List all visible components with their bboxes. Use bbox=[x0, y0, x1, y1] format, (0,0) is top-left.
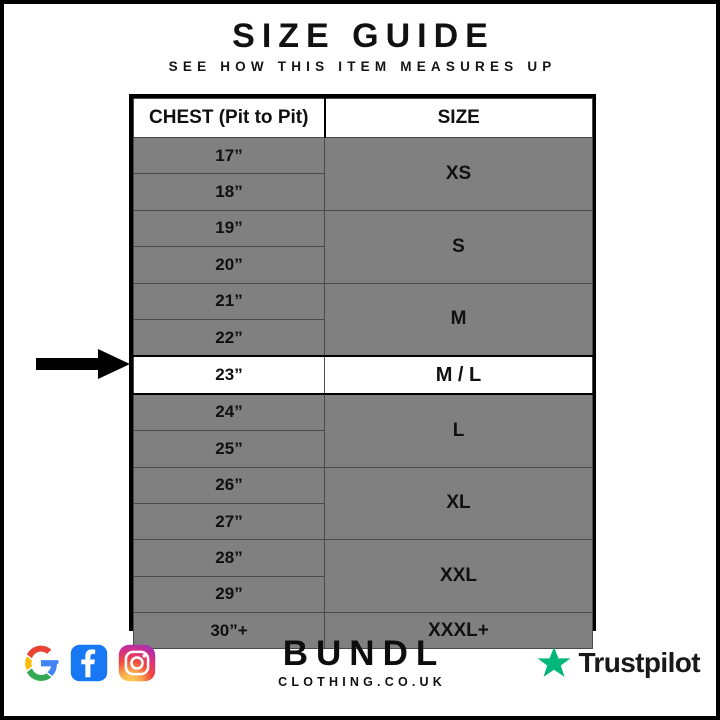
size-cell: M bbox=[324, 282, 593, 357]
table-row: 17” XS bbox=[133, 136, 593, 211]
chest-cell: 17” bbox=[133, 136, 325, 175]
table-row: 19” S bbox=[133, 209, 593, 284]
social-links bbox=[22, 644, 156, 682]
brand-domain: CLOTHING.CO.UK bbox=[278, 674, 446, 689]
size-cell: M / L bbox=[324, 355, 593, 395]
page-subtitle: SEE HOW THIS ITEM MEASURES UP bbox=[168, 59, 557, 74]
chest-cell: 25” bbox=[133, 430, 325, 468]
table-row: 20” bbox=[133, 246, 593, 284]
google-icon[interactable] bbox=[22, 644, 60, 682]
size-cell: S bbox=[324, 209, 593, 284]
chest-cell: 23” bbox=[133, 355, 325, 395]
chest-cell: 21” bbox=[133, 282, 325, 320]
size-cell: XXXL+ bbox=[324, 612, 593, 650]
column-header-chest: CHEST (Pit to Pit) bbox=[133, 98, 326, 138]
table-row: 24” L bbox=[133, 393, 593, 468]
column-header-size: SIZE bbox=[324, 98, 593, 138]
table-row: 23” M / L bbox=[133, 355, 593, 395]
table-row: 18” bbox=[133, 173, 593, 211]
size-cell: XXL bbox=[324, 539, 593, 614]
table-row: 29” bbox=[133, 575, 593, 614]
table-row: 26” XL bbox=[133, 466, 593, 541]
trustpilot-star-icon bbox=[537, 647, 571, 677]
size-table-head: CHEST (Pit to Pit) SIZE bbox=[133, 98, 593, 138]
table-row: 27” bbox=[133, 502, 593, 541]
chest-cell: 18” bbox=[133, 173, 325, 211]
size-cell: L bbox=[324, 393, 593, 468]
page-title: SIZE GUIDE bbox=[232, 17, 495, 55]
brand-name: BUNDL bbox=[282, 634, 446, 673]
footer: BUNDL CLOTHING.CO.UK Trustpilot bbox=[8, 628, 712, 712]
table-row: 21” M bbox=[133, 282, 593, 357]
size-table-container: CHEST (Pit to Pit) SIZE 17” XS 18” 19” S 20” 2… bbox=[129, 94, 596, 650]
chest-cell: 26” bbox=[133, 466, 325, 504]
chest-cell: 28” bbox=[133, 539, 325, 577]
size-table-body: 17” XS 18” 19” S 20” 21” M 22” 23” M / L 24” L 25” 26”… bbox=[133, 136, 593, 650]
instagram-icon[interactable] bbox=[118, 644, 156, 682]
trustpilot-label: Trustpilot bbox=[578, 647, 700, 678]
facebook-icon[interactable] bbox=[70, 644, 108, 682]
chest-cell: 29” bbox=[133, 575, 325, 614]
chest-cell: 19” bbox=[133, 209, 325, 248]
brand-logo: BUNDL CLOTHING.CO.UK bbox=[8, 634, 712, 689]
arrow-right-icon bbox=[36, 349, 130, 379]
chest-cell: 22” bbox=[133, 318, 325, 357]
chest-cell: 24” bbox=[133, 393, 325, 432]
size-table: CHEST (Pit to Pit) SIZE 17” XS 18” 19” S 20” 2… bbox=[133, 98, 593, 650]
table-row: 28” XXL bbox=[133, 539, 593, 614]
table-header-row: CHEST (Pit to Pit) SIZE bbox=[133, 98, 593, 138]
table-row: 25” bbox=[133, 430, 593, 468]
size-cell: XS bbox=[324, 137, 593, 211]
size-cell: XL bbox=[324, 466, 593, 541]
chest-cell: 30”+ bbox=[133, 612, 325, 650]
chest-cell: 27” bbox=[133, 502, 325, 541]
table-row: 30”+ XXXL+ bbox=[133, 612, 593, 650]
trustpilot-logo[interactable]: Trustpilot bbox=[537, 646, 701, 680]
chest-cell: 20” bbox=[133, 246, 325, 284]
